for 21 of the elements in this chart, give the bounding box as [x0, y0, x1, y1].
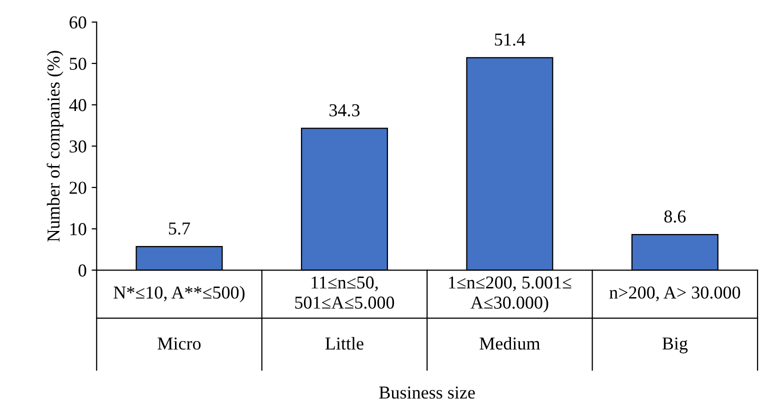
text: n>200, A> 30.000: [609, 286, 740, 302]
text: 1≤n≤200, 5.001≤ A≤30.000): [449, 276, 572, 312]
x-tick-label: Medium: [480, 336, 540, 350]
y-tick-label: 60: [70, 16, 86, 29]
x-axis-title: Business size: [379, 386, 475, 399]
data-label: 5.7: [169, 222, 190, 235]
y-tick-label: 20: [70, 182, 86, 194]
x-tick-label: Little: [325, 336, 364, 350]
x-tick-label: Big: [662, 337, 688, 354]
text: N*≤10, A**≤500): [114, 286, 245, 302]
data-label: 8.6: [664, 210, 686, 223]
y-axis-title: Number of companies (%): [46, 50, 64, 242]
y-tick-label: 10: [70, 223, 86, 236]
y-tick-label: 40: [69, 99, 86, 112]
data-label: 51.4: [494, 34, 526, 46]
y-tick-label: 0: [78, 264, 86, 277]
y-tick-label: 30: [70, 140, 86, 153]
data-label: 34.3: [330, 104, 360, 116]
text: 11≤n≤50, 501≤A≤5.000: [295, 276, 394, 309]
y-tick-label: 50: [70, 58, 86, 70]
x-tick-label: Micro: [158, 338, 201, 350]
